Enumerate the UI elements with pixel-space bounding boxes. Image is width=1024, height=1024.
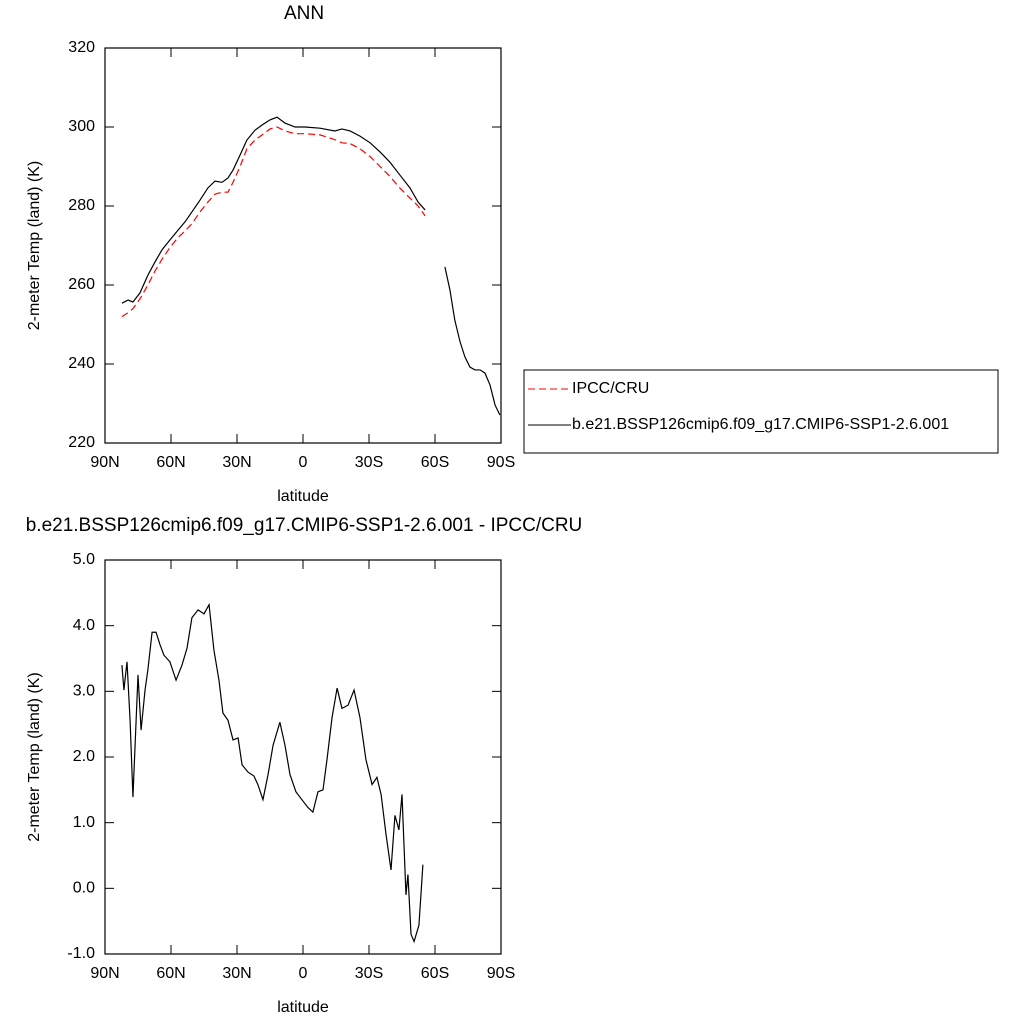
y-tick-label: 220: [68, 434, 95, 451]
y-tick-label: 0.0: [73, 880, 95, 897]
x-tick-label: 30N: [222, 965, 251, 982]
x-tick-label: 0: [299, 965, 308, 982]
legend: IPCC/CRU b.e21.BSSP126cmip6.f09_g17.CMIP6…: [523, 369, 999, 454]
y-tick-label: 3.0: [73, 683, 95, 700]
y-tick-label: 280: [68, 197, 95, 214]
x-axis-label: latitude: [277, 488, 329, 505]
x-tick-label: 90N: [90, 965, 119, 982]
legend-label: IPCC/CRU: [572, 380, 649, 397]
x-tick-label: 60N: [156, 454, 185, 471]
x-tick-label: 90N: [90, 454, 119, 471]
x-tick-label: 30N: [222, 454, 251, 471]
y-tick-label: 4.0: [73, 617, 95, 634]
y-axis-label: 2-meter Temp (land) (K): [26, 161, 43, 331]
y-tick-label: 1.0: [73, 814, 95, 831]
chart-title: ANN: [284, 3, 324, 24]
plot-frame: [104, 559, 502, 955]
legend-label: b.e21.BSSP126cmip6.f09_g17.CMIP6-SSP1-2.…: [572, 416, 949, 433]
x-axis-label: latitude: [277, 999, 329, 1016]
y-tick-label: 240: [68, 355, 95, 372]
x-tick-label: 30S: [355, 965, 383, 982]
y-tick-label: 2.0: [73, 748, 95, 765]
x-tick-label: 90S: [487, 965, 515, 982]
y-axis-label: 2-meter Temp (land) (K): [26, 672, 43, 842]
y-tick-label: 300: [68, 118, 95, 135]
y-tick-label: 320: [68, 39, 95, 56]
legend-box: [523, 369, 999, 454]
x-tick-label: 60S: [421, 965, 449, 982]
x-tick-label: 60S: [421, 454, 449, 471]
y-tick-label: 5.0: [73, 551, 95, 568]
data-line: [121, 126, 426, 318]
y-tick-label: 260: [68, 276, 95, 293]
x-tick-label: 0: [299, 454, 308, 471]
data-line: [121, 116, 501, 416]
x-tick-label: 30S: [355, 454, 383, 471]
x-tick-label: 60N: [156, 965, 185, 982]
chart-title: b.e21.BSSP126cmip6.f09_g17.CMIP6-SSP1-2.…: [26, 515, 583, 536]
y-tick-label: -1.0: [67, 945, 95, 962]
plot-frame: [104, 47, 502, 444]
data-line: [121, 602, 424, 944]
x-tick-label: 90S: [487, 454, 515, 471]
